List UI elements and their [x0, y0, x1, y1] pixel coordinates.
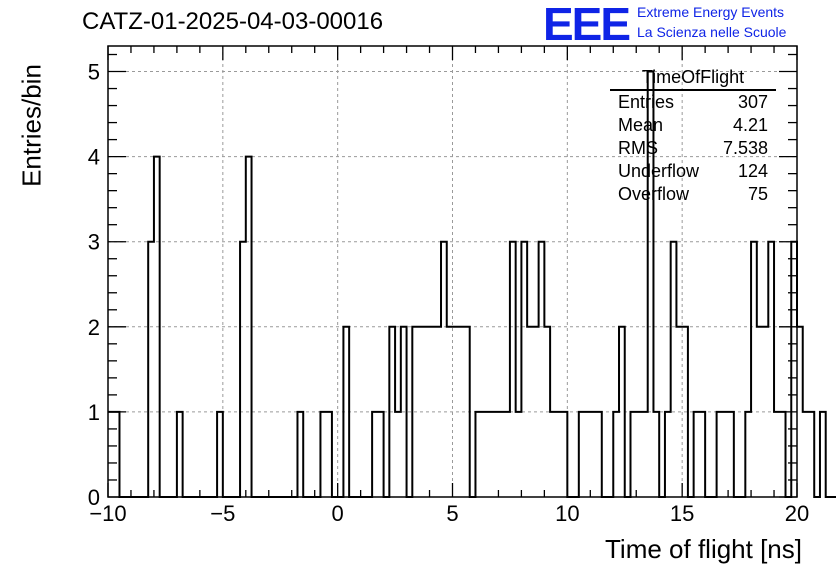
y-tick-label: 0 [88, 485, 100, 510]
y-tick-label: 4 [88, 145, 100, 170]
stats-row-overflow: Overflow 75 [610, 183, 776, 206]
x-tick-label: 20 [785, 501, 809, 526]
stats-value: 75 [747, 184, 768, 204]
stats-value: 4.21 [732, 115, 768, 135]
stats-label: Entries [618, 92, 675, 112]
stats-value: 124 [737, 161, 768, 181]
stats-row-entries: Entries 307 [610, 91, 776, 114]
stats-label: Underflow [618, 161, 700, 181]
y-tick-label: 3 [88, 230, 100, 255]
stats-value: 7.538 [722, 138, 768, 158]
x-tick-label: 0 [332, 501, 344, 526]
stats-row-rms: RMS 7.538 [610, 137, 776, 160]
x-tick-label: 10 [555, 501, 579, 526]
y-tick-label: 5 [88, 60, 100, 85]
x-tick-label: −5 [210, 501, 235, 526]
y-tick-label: 2 [88, 315, 100, 340]
stats-label: Mean [618, 115, 664, 135]
stats-value: 307 [737, 92, 768, 112]
stats-title: TimeOfFlight [610, 67, 776, 91]
stats-label: RMS [618, 138, 658, 158]
stats-box: TimeOfFlight Entries 307 Mean 4.21 RMS 7… [610, 67, 776, 206]
y-tick-label: 1 [88, 400, 100, 425]
axis-tick-labels: −10 −5 0 5 10 15 20 0 1 2 3 4 5 [88, 60, 809, 526]
plot-title: CATZ-01-2025-04-03-00016 [82, 8, 384, 35]
logo-line-1: Extreme Energy Events [637, 4, 785, 20]
logo-line-2: La Scienza nelle Scuole [637, 24, 787, 40]
stats-label: Overflow [618, 184, 690, 204]
y-axis-label: Entries/bin [16, 64, 47, 187]
stats-row-mean: Mean 4.21 [610, 114, 776, 137]
axis-ticks [107, 46, 798, 498]
x-tick-label: 5 [446, 501, 458, 526]
x-tick-label: −10 [89, 501, 126, 526]
x-tick-label: 15 [670, 501, 694, 526]
eee-logo: EEE [543, 0, 631, 50]
stats-row-underflow: Underflow 124 [610, 160, 776, 183]
x-axis-label: Time of flight [ns] [605, 534, 802, 564]
